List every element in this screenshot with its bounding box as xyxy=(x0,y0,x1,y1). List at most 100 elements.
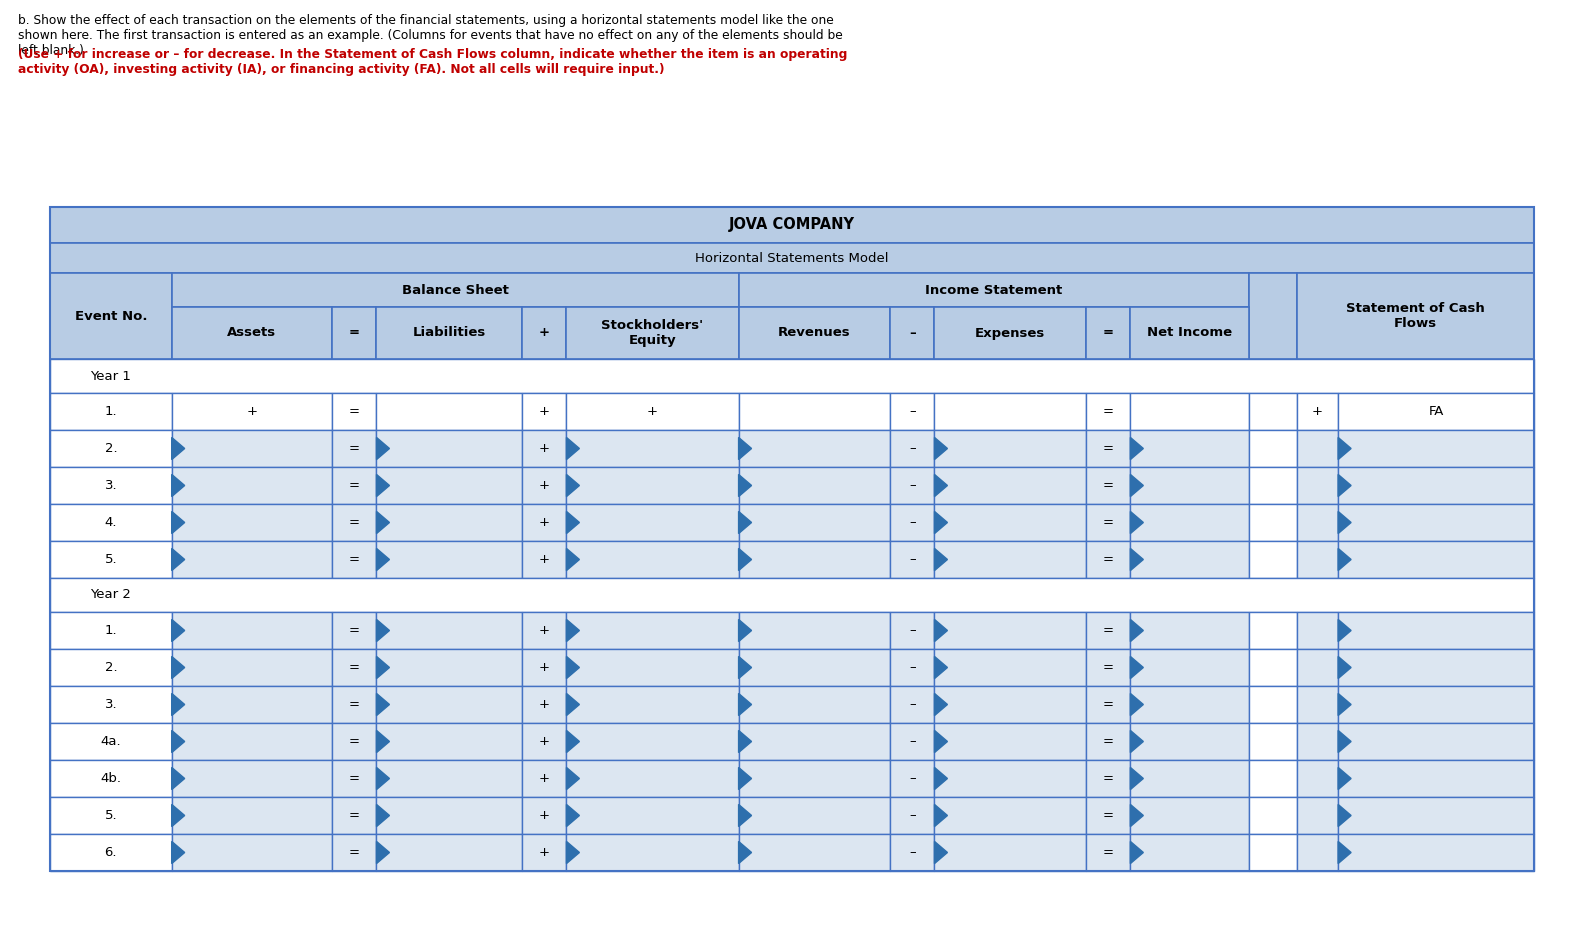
Bar xyxy=(567,307,738,359)
Text: =: = xyxy=(348,442,360,455)
Bar xyxy=(1297,393,1338,430)
Polygon shape xyxy=(935,474,947,497)
Bar xyxy=(171,307,333,359)
Bar xyxy=(1250,797,1297,834)
Bar xyxy=(1250,760,1297,797)
Bar xyxy=(333,307,377,359)
Bar xyxy=(521,686,567,723)
Bar xyxy=(567,612,738,649)
Bar xyxy=(935,797,1087,834)
Polygon shape xyxy=(738,767,751,789)
Bar xyxy=(738,686,890,723)
Text: =: = xyxy=(348,846,360,859)
Text: =: = xyxy=(348,735,360,748)
Polygon shape xyxy=(738,474,751,497)
Bar xyxy=(1131,723,1250,760)
Text: –: – xyxy=(909,553,916,566)
Bar xyxy=(521,307,567,359)
Bar xyxy=(333,686,377,723)
Bar xyxy=(567,541,738,578)
Polygon shape xyxy=(1338,620,1351,642)
Bar xyxy=(738,834,890,871)
Bar xyxy=(890,797,935,834)
Bar xyxy=(377,686,521,723)
Text: 4a.: 4a. xyxy=(100,735,120,748)
Polygon shape xyxy=(935,767,947,789)
Bar xyxy=(738,467,890,504)
Text: +: + xyxy=(539,516,550,529)
Polygon shape xyxy=(1131,437,1144,460)
Bar xyxy=(935,430,1087,467)
Text: +: + xyxy=(539,809,550,822)
Text: =: = xyxy=(348,698,360,711)
Bar xyxy=(567,649,738,686)
Text: 5.: 5. xyxy=(105,809,117,822)
Bar xyxy=(171,430,333,467)
Bar xyxy=(1087,430,1131,467)
Bar xyxy=(1250,273,1297,359)
Bar xyxy=(738,612,890,649)
Polygon shape xyxy=(567,842,580,863)
Bar xyxy=(51,760,171,797)
Text: +: + xyxy=(539,698,550,711)
Polygon shape xyxy=(738,511,751,534)
Polygon shape xyxy=(935,842,947,863)
Text: FA: FA xyxy=(1429,405,1443,418)
Polygon shape xyxy=(171,767,185,789)
Bar xyxy=(567,797,738,834)
Polygon shape xyxy=(1131,656,1144,679)
Bar xyxy=(377,504,521,541)
Polygon shape xyxy=(1338,548,1351,570)
Text: +: + xyxy=(539,735,550,748)
Bar xyxy=(1087,393,1131,430)
Bar xyxy=(521,541,567,578)
Bar xyxy=(1250,649,1297,686)
Bar xyxy=(333,612,377,649)
Bar xyxy=(1250,393,1297,430)
Bar xyxy=(1250,686,1297,723)
Bar xyxy=(1250,541,1297,578)
Bar xyxy=(1087,797,1131,834)
Bar xyxy=(377,467,521,504)
Text: Event No.: Event No. xyxy=(74,309,147,323)
Bar xyxy=(171,834,333,871)
Bar xyxy=(1131,430,1250,467)
Bar xyxy=(521,760,567,797)
Bar xyxy=(1131,393,1250,430)
Bar xyxy=(1131,612,1250,649)
Text: =: = xyxy=(1102,442,1114,455)
Bar xyxy=(1297,760,1338,797)
Text: 2.: 2. xyxy=(105,661,117,674)
Text: =: = xyxy=(1102,624,1114,637)
Polygon shape xyxy=(567,804,580,826)
Polygon shape xyxy=(738,656,751,679)
Bar xyxy=(567,834,738,871)
Bar xyxy=(171,393,333,430)
Polygon shape xyxy=(377,842,390,863)
Text: 6.: 6. xyxy=(105,846,117,859)
Bar xyxy=(171,723,333,760)
Polygon shape xyxy=(567,437,580,460)
Bar xyxy=(1297,467,1338,504)
Polygon shape xyxy=(567,548,580,570)
Text: +: + xyxy=(539,624,550,637)
Bar xyxy=(171,797,333,834)
Polygon shape xyxy=(377,437,390,460)
Bar xyxy=(935,504,1087,541)
Bar xyxy=(738,723,890,760)
Bar xyxy=(1250,504,1297,541)
Bar xyxy=(521,393,567,430)
Bar xyxy=(567,686,738,723)
Polygon shape xyxy=(567,767,580,789)
Polygon shape xyxy=(935,548,947,570)
Text: =: = xyxy=(1102,661,1114,674)
Bar xyxy=(1131,834,1250,871)
Bar xyxy=(1338,430,1533,467)
Text: 5.: 5. xyxy=(105,553,117,566)
Polygon shape xyxy=(171,620,185,642)
Text: =: = xyxy=(348,553,360,566)
Bar xyxy=(377,760,521,797)
Bar xyxy=(51,207,1533,871)
Text: +: + xyxy=(646,405,657,418)
Bar xyxy=(1297,504,1338,541)
